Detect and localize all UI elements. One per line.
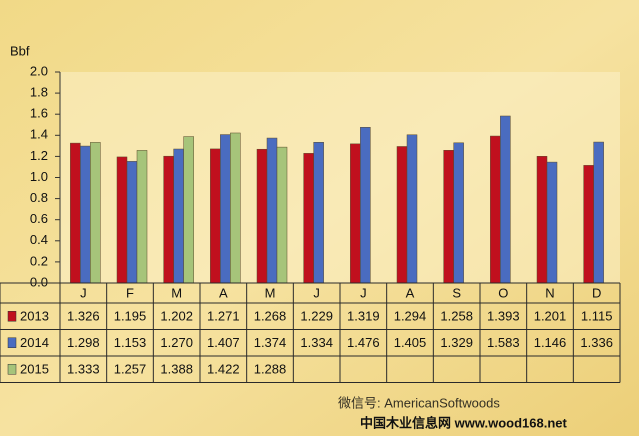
bar — [80, 145, 91, 284]
table-value: 1.336 — [580, 335, 613, 350]
bar — [230, 132, 241, 284]
bar — [70, 142, 81, 284]
table-value: 1.388 — [160, 362, 193, 377]
bar — [360, 127, 371, 284]
legend-swatch — [7, 337, 17, 348]
watermark: 中国木业信息网 www.wood168.net — [360, 415, 567, 430]
bar — [303, 153, 314, 284]
bar — [136, 150, 148, 284]
table-value: 1.476 — [347, 335, 380, 350]
y-tick-label: 0.4 — [30, 232, 48, 247]
y-tick-label: 1.0 — [30, 169, 48, 184]
bar — [546, 161, 558, 284]
x-tick-label: O — [498, 285, 508, 300]
table-value: 1.326 — [67, 309, 100, 324]
x-tick-label: M — [171, 285, 182, 300]
bar — [256, 148, 268, 284]
bar — [183, 136, 194, 284]
x-tick-label: J — [360, 285, 367, 300]
bar — [266, 137, 278, 284]
table-value: 1.153 — [114, 335, 147, 350]
legend-swatch — [7, 311, 17, 322]
bar — [500, 115, 511, 284]
table-value: 1.407 — [207, 335, 240, 350]
bar — [536, 156, 548, 284]
y-tick-label: 0.0 — [30, 274, 48, 289]
bar — [276, 146, 288, 284]
y-tick-label: 1.4 — [30, 127, 48, 142]
x-tick-label: A — [406, 285, 415, 300]
y-axis-label: Bbf — [10, 43, 30, 58]
x-tick-label: S — [452, 285, 461, 300]
bar — [443, 150, 454, 284]
bar — [163, 155, 174, 284]
bar — [173, 148, 184, 284]
table-value: 1.294 — [394, 309, 427, 324]
legend-swatch — [7, 364, 17, 375]
table-value: 1.319 — [347, 309, 380, 324]
x-tick-label: J — [313, 285, 320, 300]
bar — [490, 135, 501, 284]
y-tick-label: 0.2 — [30, 253, 48, 268]
table-value: 1.298 — [67, 335, 100, 350]
legend-label: 2013 — [20, 309, 49, 324]
table-value: 1.229 — [300, 309, 333, 324]
x-tick-label: D — [592, 285, 601, 300]
table-value: 1.258 — [440, 309, 473, 324]
table-value: 1.288 — [254, 362, 287, 377]
table-value: 1.146 — [534, 335, 567, 350]
watermark: 微信号: AmericanSoftwoods — [338, 395, 500, 410]
y-tick-label: 2.0 — [30, 63, 48, 78]
legend-label: 2014 — [20, 335, 49, 350]
table-value: 1.374 — [254, 335, 287, 350]
bar — [350, 143, 361, 284]
bar — [220, 134, 231, 284]
bar — [210, 148, 221, 284]
table-value: 1.202 — [160, 309, 193, 324]
table-value: 1.329 — [440, 335, 473, 350]
y-tick-label: 0.6 — [30, 211, 48, 226]
table-value: 1.115 — [581, 309, 613, 324]
y-tick-label: 0.8 — [30, 190, 48, 205]
bar — [90, 142, 101, 284]
table-value: 1.405 — [394, 335, 427, 350]
x-tick-label: A — [219, 285, 228, 300]
y-tick-label: 1.2 — [30, 148, 48, 163]
x-tick-label: M — [265, 285, 276, 300]
y-tick-label: 1.6 — [30, 106, 48, 121]
plot-area — [60, 72, 620, 283]
table-value: 1.334 — [300, 335, 333, 350]
x-tick-label: F — [126, 285, 134, 300]
table-value: 1.333 — [67, 362, 100, 377]
table-value: 1.195 — [114, 309, 147, 324]
bar — [396, 146, 408, 284]
table-value: 1.270 — [160, 335, 193, 350]
bar — [453, 142, 464, 284]
bar — [593, 141, 604, 284]
table-value: 1.422 — [207, 362, 240, 377]
bar — [313, 142, 324, 284]
bar — [126, 161, 138, 284]
table-value: 1.393 — [487, 309, 520, 324]
bar — [116, 156, 128, 284]
table-value: 1.257 — [114, 362, 147, 377]
x-tick-label: J — [80, 285, 87, 300]
table-value: 1.201 — [534, 309, 567, 324]
table-value: 1.271 — [207, 309, 240, 324]
x-tick-label: N — [545, 285, 554, 300]
y-tick-label: 1.8 — [30, 85, 48, 100]
bar — [583, 165, 594, 284]
table-value: 1.268 — [254, 309, 287, 324]
legend-label: 2015 — [20, 362, 49, 377]
bar — [406, 134, 418, 284]
table-value: 1.583 — [487, 335, 520, 350]
